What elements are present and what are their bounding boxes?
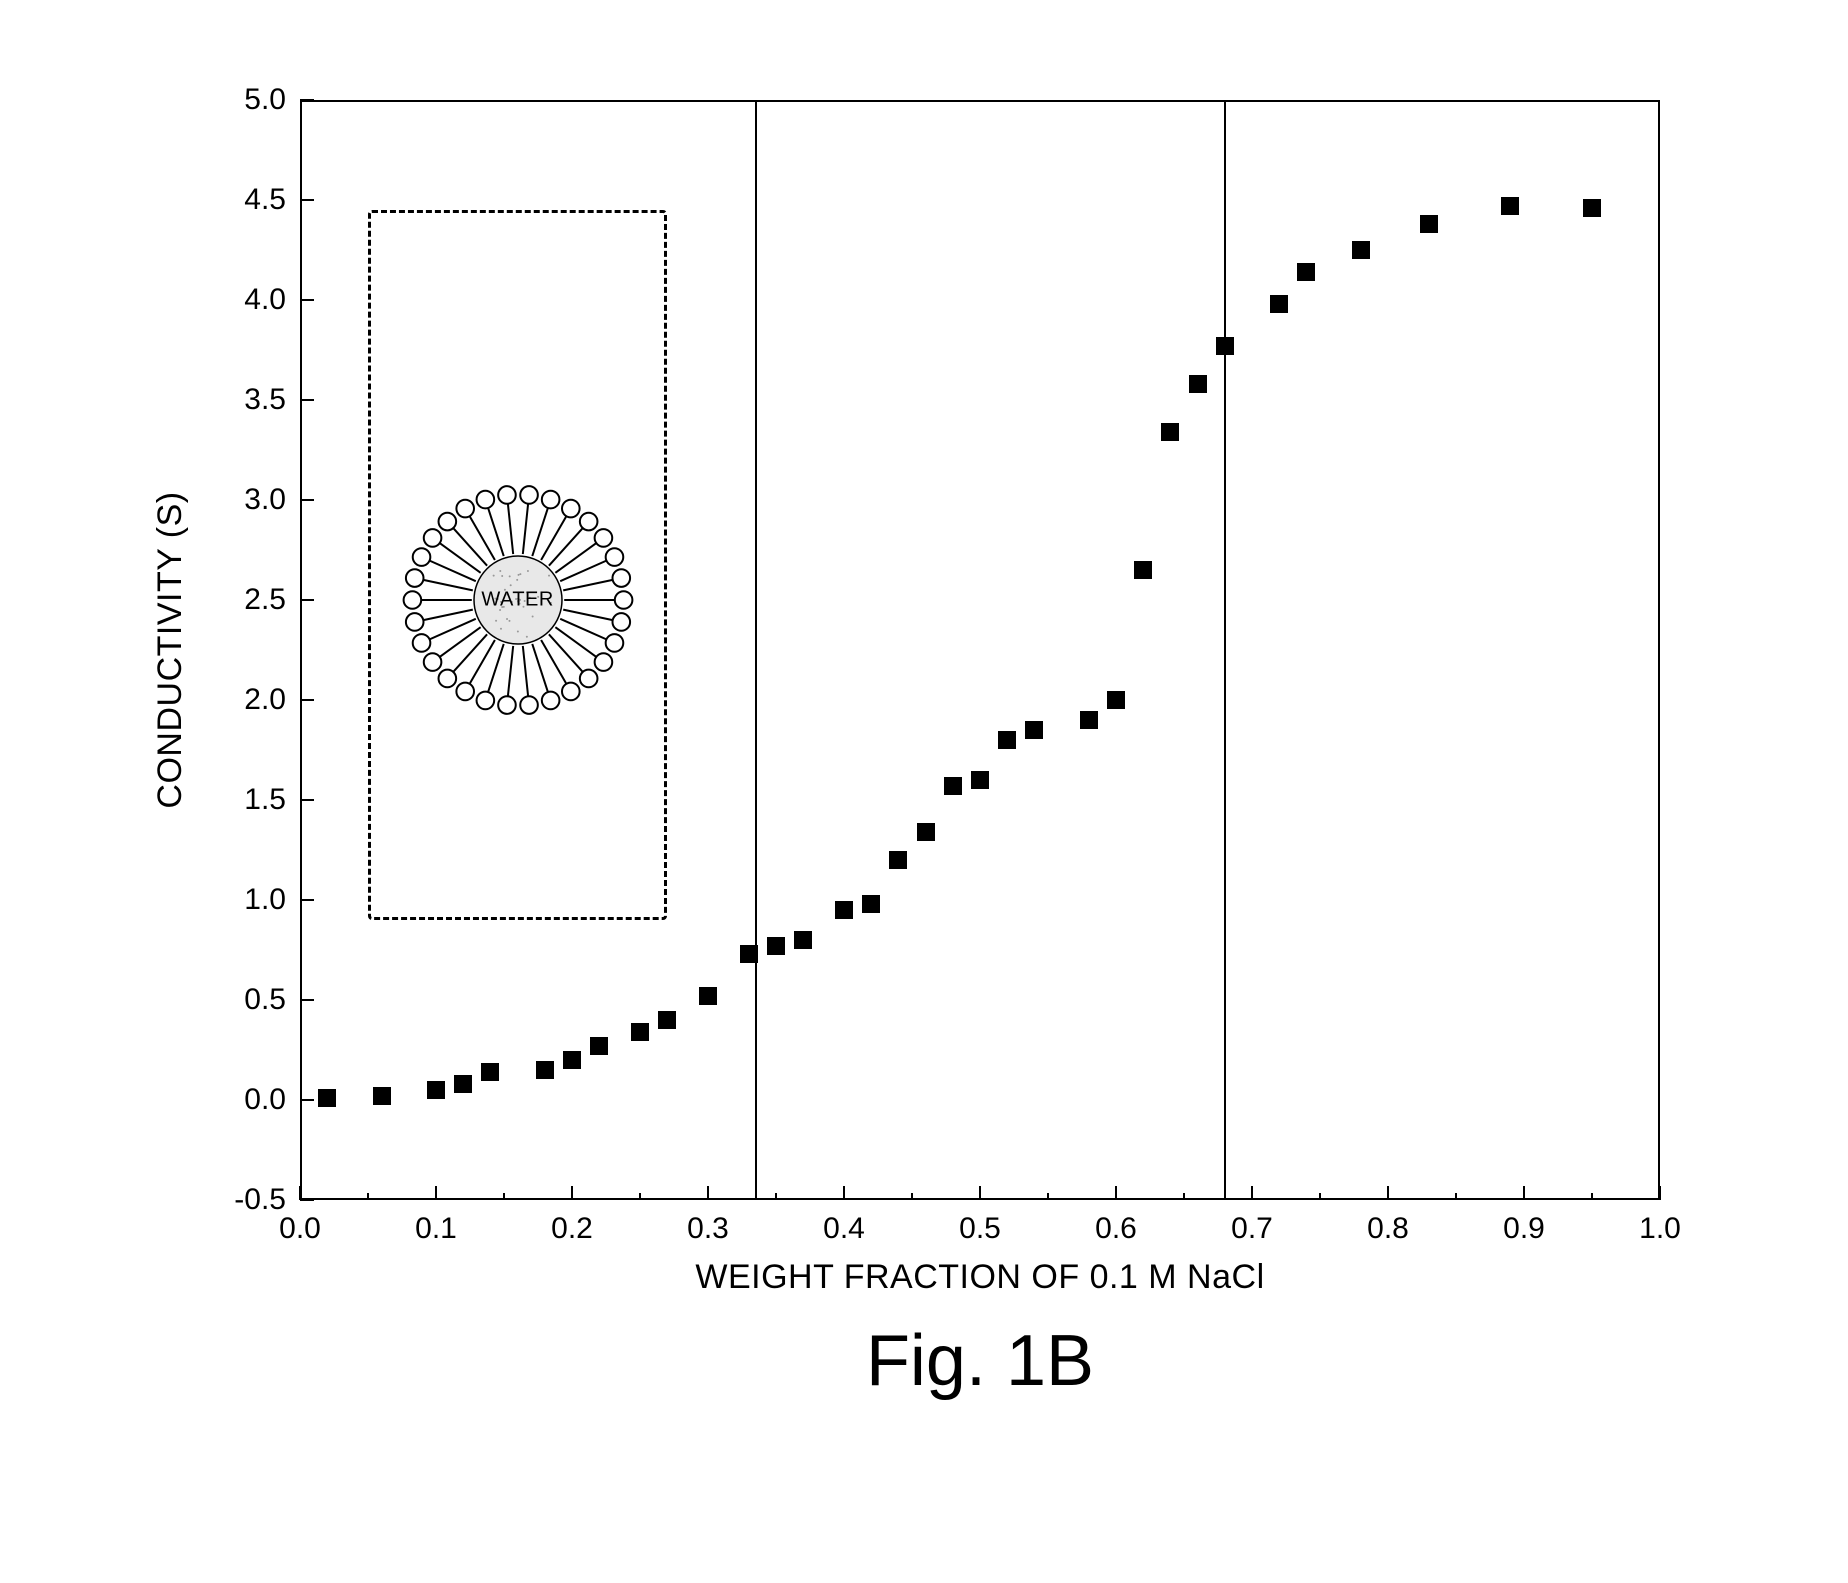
y-tick-major: [300, 499, 314, 501]
chart-container: CONDUCTIVITY (S) WEIGHT FRACTION OF 0.1 …: [120, 80, 1720, 1430]
x-tick-minor: [367, 1193, 369, 1200]
x-tick-minor: [1591, 1193, 1593, 1200]
data-marker: [1107, 691, 1125, 709]
x-tick-minor: [775, 1193, 777, 1200]
y-tick-label: -0.5: [234, 1183, 286, 1217]
y-tick-label: 0.5: [244, 983, 286, 1017]
x-tick-major: [1659, 1186, 1661, 1200]
x-tick-label: 0.4: [823, 1212, 865, 1246]
data-marker: [1025, 721, 1043, 739]
data-marker: [835, 901, 853, 919]
y-tick-major: [300, 599, 314, 601]
x-tick-label: 0.5: [959, 1212, 1001, 1246]
x-tick-minor: [911, 1193, 913, 1200]
data-marker: [944, 777, 962, 795]
x-tick-label: 0.1: [415, 1212, 457, 1246]
data-marker: [658, 1011, 676, 1029]
x-tick-major: [979, 1186, 981, 1200]
data-marker: [1270, 295, 1288, 313]
data-marker: [1080, 711, 1098, 729]
data-marker: [563, 1051, 581, 1069]
y-tick-label: 3.0: [244, 483, 286, 517]
x-tick-label: 1.0: [1639, 1212, 1681, 1246]
y-tick-label: 3.5: [244, 383, 286, 417]
data-marker: [1161, 423, 1179, 441]
x-tick-label: 0.0: [279, 1212, 321, 1246]
x-tick-label: 0.3: [687, 1212, 729, 1246]
data-marker: [454, 1075, 472, 1093]
x-tick-label: 0.2: [551, 1212, 593, 1246]
data-marker: [1189, 375, 1207, 393]
y-tick-major: [300, 799, 314, 801]
x-tick-major: [1523, 1186, 1525, 1200]
data-marker: [427, 1081, 445, 1099]
data-marker: [1583, 199, 1601, 217]
y-tick-label: 2.5: [244, 583, 286, 617]
data-marker: [1216, 337, 1234, 355]
data-marker: [699, 987, 717, 1005]
data-marker: [1134, 561, 1152, 579]
y-tick-major: [300, 99, 314, 101]
data-marker: [998, 731, 1016, 749]
micelle-icon: WATER: [398, 480, 638, 720]
y-tick-major: [300, 999, 314, 1001]
x-tick-minor: [639, 1193, 641, 1200]
figure-label: Fig. 1B: [866, 1320, 1094, 1402]
x-tick-label: 0.9: [1503, 1212, 1545, 1246]
phase-vertical-line: [755, 100, 757, 1200]
y-tick-major: [300, 899, 314, 901]
x-axis-label: WEIGHT FRACTION OF 0.1 M NaCl: [695, 1258, 1264, 1297]
data-marker: [917, 823, 935, 841]
x-tick-major: [299, 1186, 301, 1200]
phase-vertical-line: [1224, 100, 1226, 1200]
y-tick-label: 1.5: [244, 783, 286, 817]
y-tick-major: [300, 299, 314, 301]
micelle-label: WATER: [481, 589, 554, 612]
x-tick-label: 0.6: [1095, 1212, 1137, 1246]
x-tick-major: [435, 1186, 437, 1200]
x-tick-minor: [1455, 1193, 1457, 1200]
data-marker: [1297, 263, 1315, 281]
x-tick-major: [1115, 1186, 1117, 1200]
x-tick-major: [1251, 1186, 1253, 1200]
data-marker: [1420, 215, 1438, 233]
x-tick-minor: [1319, 1193, 1321, 1200]
x-tick-major: [707, 1186, 709, 1200]
data-marker: [1352, 241, 1370, 259]
x-tick-major: [843, 1186, 845, 1200]
y-tick-major: [300, 699, 314, 701]
inset-box: WATER: [368, 210, 667, 920]
x-tick-minor: [1183, 1193, 1185, 1200]
data-marker: [631, 1023, 649, 1041]
y-tick-major: [300, 199, 314, 201]
data-marker: [971, 771, 989, 789]
data-marker: [590, 1037, 608, 1055]
x-tick-minor: [1047, 1193, 1049, 1200]
data-marker: [862, 895, 880, 913]
x-tick-major: [571, 1186, 573, 1200]
y-tick-major: [300, 1099, 314, 1101]
y-tick-label: 2.0: [244, 683, 286, 717]
x-tick-major: [1387, 1186, 1389, 1200]
data-marker: [373, 1087, 391, 1105]
y-tick-label: 4.5: [244, 183, 286, 217]
y-tick-label: 1.0: [244, 883, 286, 917]
x-tick-label: 0.7: [1231, 1212, 1273, 1246]
y-tick-label: 5.0: [244, 83, 286, 117]
y-tick-label: 4.0: [244, 283, 286, 317]
x-tick-minor: [503, 1193, 505, 1200]
y-axis-label: CONDUCTIVITY (S): [151, 491, 190, 808]
y-tick-label: 0.0: [244, 1083, 286, 1117]
data-marker: [889, 851, 907, 869]
x-tick-label: 0.8: [1367, 1212, 1409, 1246]
y-tick-major: [300, 1199, 314, 1201]
data-marker: [740, 945, 758, 963]
data-marker: [481, 1063, 499, 1081]
y-tick-major: [300, 399, 314, 401]
data-marker: [767, 937, 785, 955]
data-marker: [536, 1061, 554, 1079]
data-marker: [1501, 197, 1519, 215]
data-marker: [794, 931, 812, 949]
data-marker: [318, 1089, 336, 1107]
